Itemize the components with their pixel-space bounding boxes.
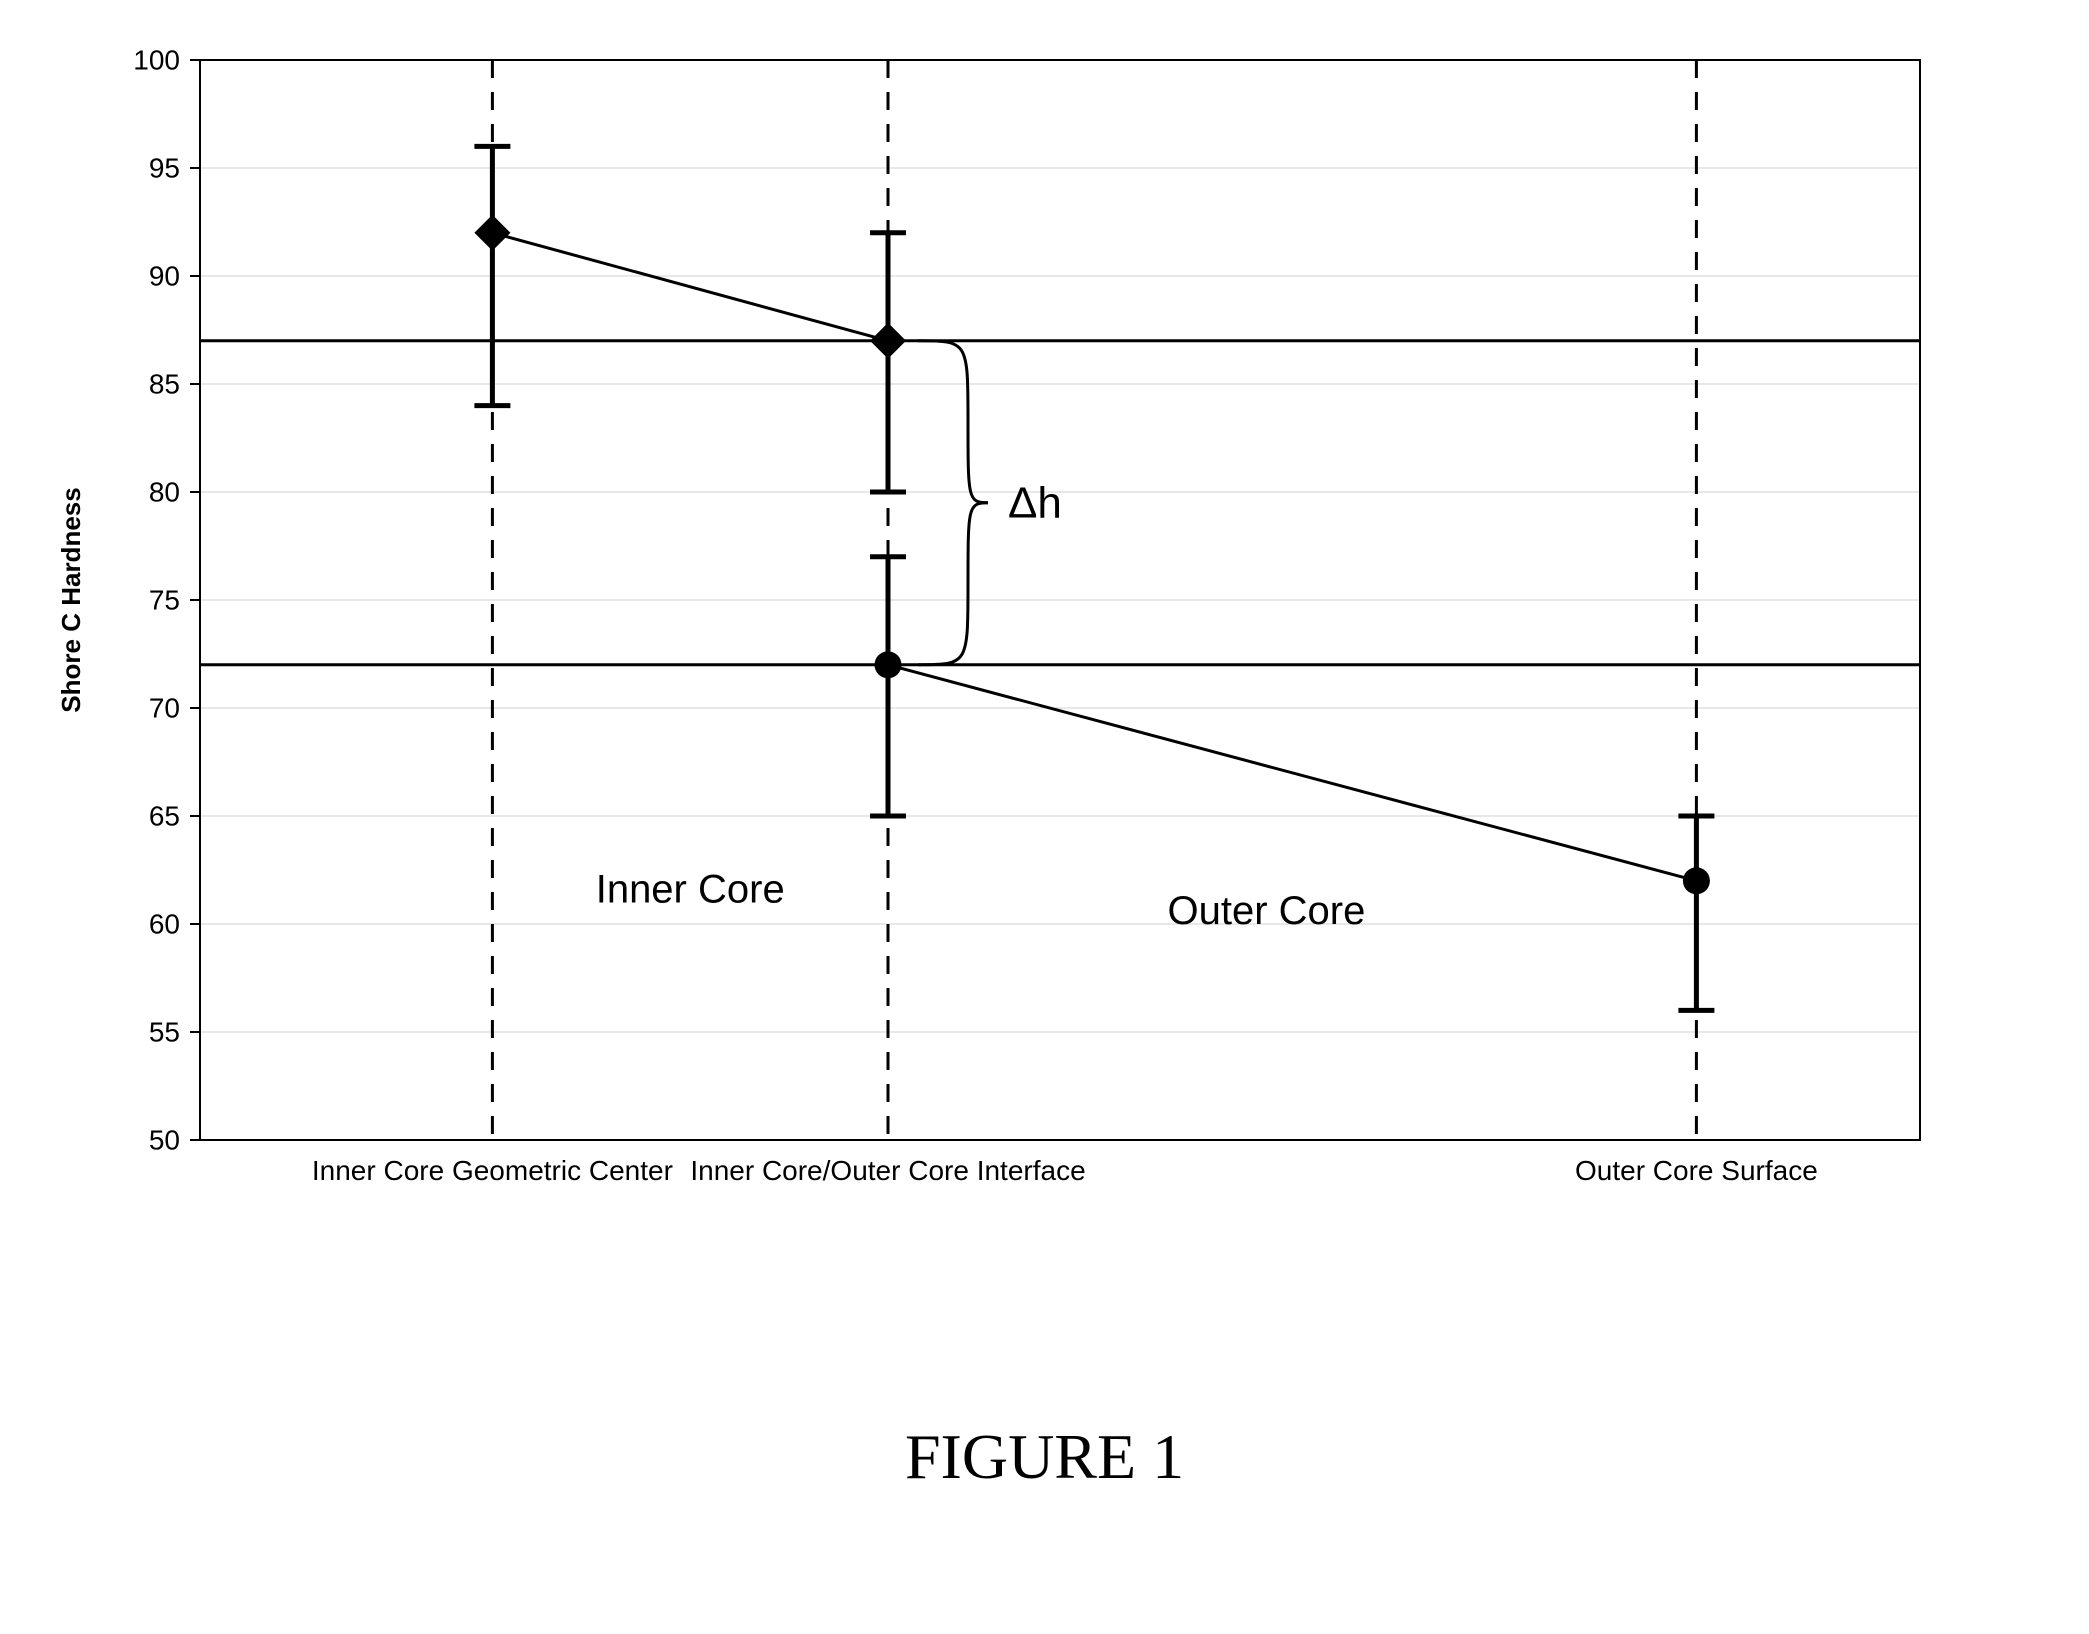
x-tick-label: Outer Core Surface <box>1575 1155 1818 1186</box>
region-label: Outer Core <box>1167 889 1365 933</box>
y-tick-label: 90 <box>149 260 180 291</box>
y-tick-label: 60 <box>149 908 180 939</box>
figure-container: 50 55 60 65 70 75 80 85 90 95 100 Shore C Hardness I… <box>0 0 2089 1634</box>
x-tick-label: Inner Core/Outer Core Interface <box>690 1155 1085 1186</box>
y-tick-label: 65 <box>149 800 180 831</box>
y-tick-label: 75 <box>149 584 180 615</box>
y-tick-label: 95 <box>149 152 180 183</box>
y-tick-label: 70 <box>149 692 180 723</box>
y-tick-label: 85 <box>149 368 180 399</box>
data-marker-circle <box>875 651 902 678</box>
figure-caption: FIGURE 1 <box>0 1420 2089 1494</box>
y-axis-label: Shore C Hardness <box>56 487 86 712</box>
y-tick-label: 100 <box>133 44 180 75</box>
y-tick-label: 50 <box>149 1124 180 1155</box>
x-tick-label: Inner Core Geometric Center <box>312 1155 673 1186</box>
data-marker-circle <box>1683 867 1710 894</box>
y-tick-label: 80 <box>149 476 180 507</box>
y-tick-label: 55 <box>149 1016 180 1047</box>
region-label: Inner Core <box>596 867 785 911</box>
hardness-chart: 50 55 60 65 70 75 80 85 90 95 100 Shore C Hardness I… <box>0 0 2089 1300</box>
delta-h-label: Δh <box>1008 478 1062 527</box>
